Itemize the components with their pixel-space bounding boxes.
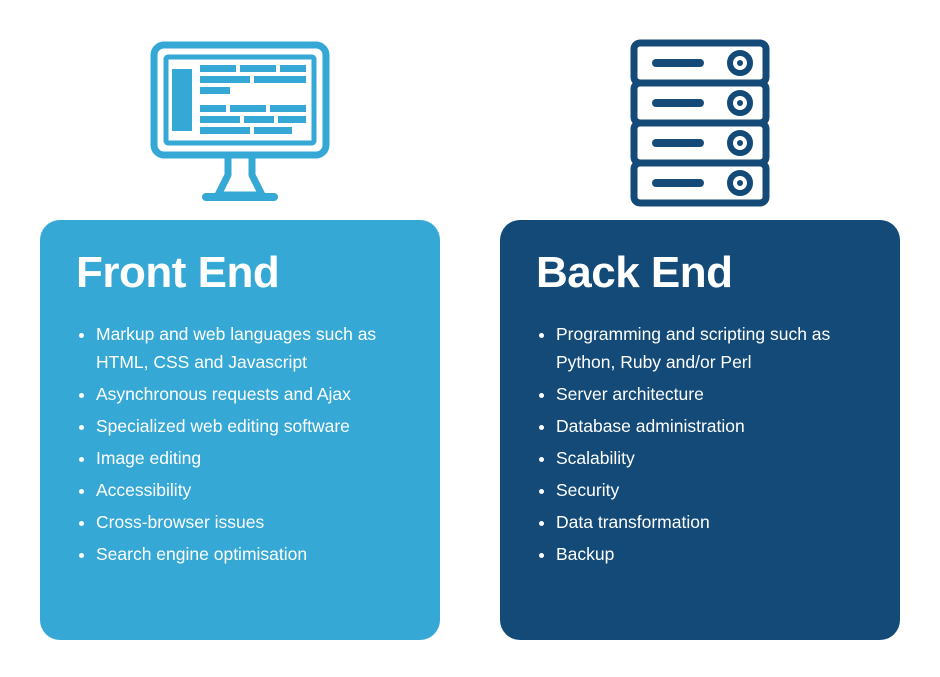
frontend-item: Cross-browser issues	[96, 508, 410, 536]
frontend-item: Specialized web editing software	[96, 412, 410, 440]
monitor-icon	[140, 35, 340, 215]
frontend-item: Image editing	[96, 444, 410, 472]
backend-list: Programming and scripting such as Python…	[530, 320, 870, 568]
backend-item: Security	[556, 476, 870, 504]
frontend-title: Front End	[76, 248, 410, 298]
frontend-list: Markup and web languages such as HTML, C…	[70, 320, 410, 568]
backend-item: Data transformation	[556, 508, 870, 536]
frontend-item: Markup and web languages such as HTML, C…	[96, 320, 410, 376]
frontend-column: Front End Markup and web languages such …	[40, 30, 440, 640]
backend-item: Server architecture	[556, 380, 870, 408]
frontend-card: Front End Markup and web languages such …	[40, 220, 440, 640]
frontend-item: Search engine optimisation	[96, 540, 410, 568]
backend-item: Scalability	[556, 444, 870, 472]
backend-item: Database administration	[556, 412, 870, 440]
frontend-item: Accessibility	[96, 476, 410, 504]
backend-item: Programming and scripting such as Python…	[556, 320, 870, 376]
server-icon	[620, 35, 780, 215]
backend-column: Back End Programming and scripting such …	[500, 30, 900, 640]
server-icon-wrap	[500, 30, 900, 220]
frontend-item: Asynchronous requests and Ajax	[96, 380, 410, 408]
backend-card: Back End Programming and scripting such …	[500, 220, 900, 640]
backend-title: Back End	[536, 248, 870, 298]
monitor-icon-wrap	[40, 30, 440, 220]
backend-item: Backup	[556, 540, 870, 568]
